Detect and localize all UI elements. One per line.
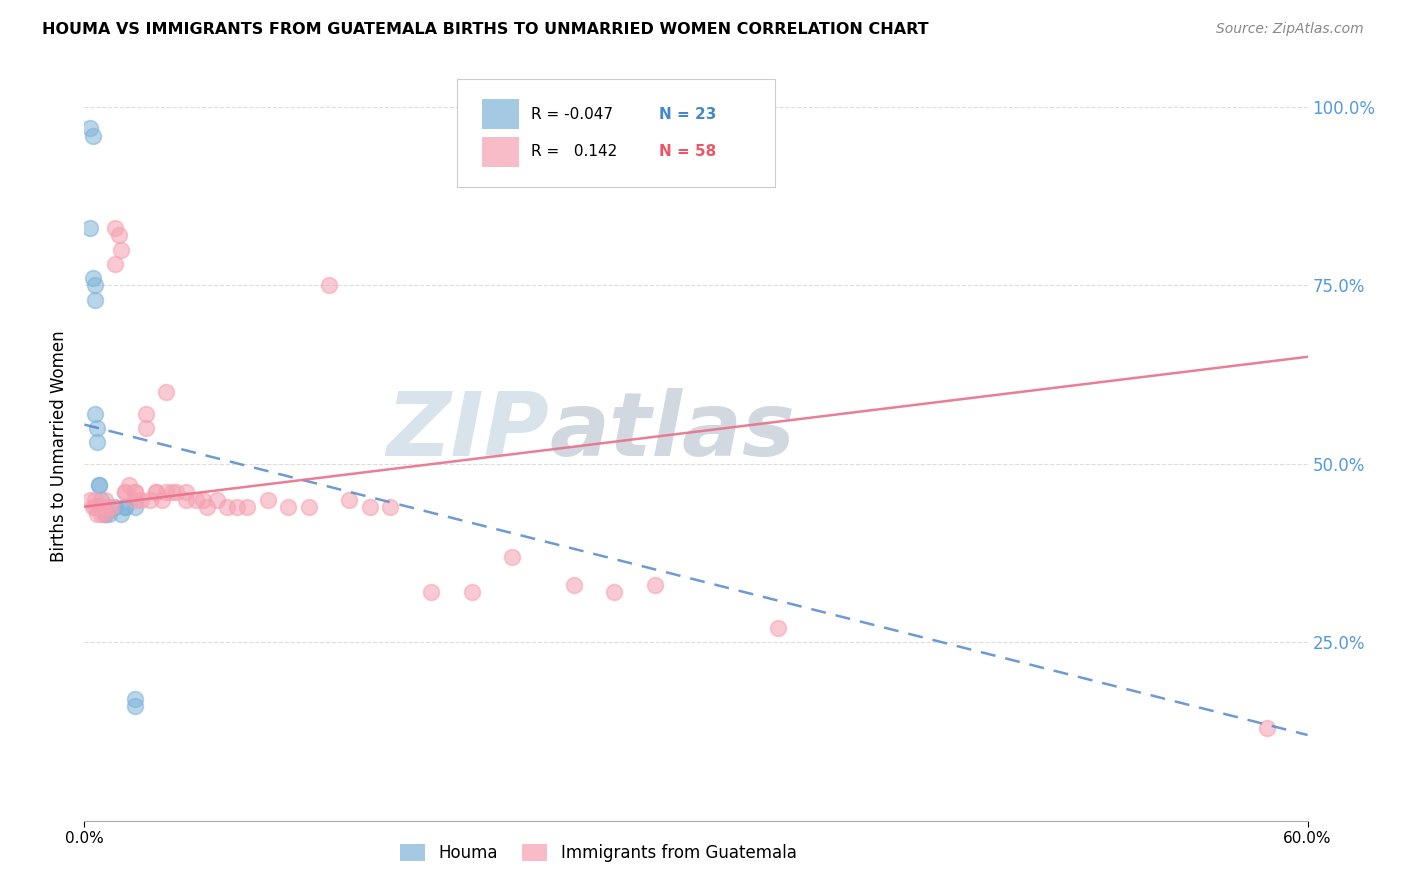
Point [97,500,120,514]
Point [110,243,132,257]
Bar [482,136,519,167]
Point [83,293,105,307]
Point [145,485,167,500]
Point [135,421,157,435]
Point [562,578,585,592]
Point [205,492,228,507]
Point [110,507,132,521]
Point [160,485,183,500]
Point [83,492,105,507]
Point [138,492,160,507]
Bar [482,99,519,129]
Point [124,699,146,714]
Text: R =   0.142: R = 0.142 [531,144,617,159]
Point [502,549,524,564]
Point [131,492,153,507]
Point [380,500,402,514]
Point [124,492,146,507]
Y-axis label: Births to Unmarried Women: Births to Unmarried Women [51,330,69,562]
Text: atlas: atlas [550,387,794,475]
Point [90,500,112,514]
Point [603,585,626,599]
Point [104,500,127,514]
Legend: Houma, Immigrants from Guatemala: Houma, Immigrants from Guatemala [392,837,803,869]
Point [86,507,108,521]
Point [339,492,361,507]
Point [277,500,299,514]
Point [90,500,112,514]
Point [124,485,146,500]
Point [191,492,214,507]
Point [359,500,381,514]
Point [155,485,177,500]
Text: Source: ZipAtlas.com: Source: ZipAtlas.com [1216,22,1364,37]
Point [195,500,218,514]
Point [217,500,239,514]
Point [90,492,112,507]
Point [93,507,115,521]
Point [114,500,136,514]
Point [82,128,104,143]
FancyBboxPatch shape [457,78,776,187]
Point [91,500,114,514]
Point [79,121,101,136]
Point [87,500,110,514]
Point [174,492,197,507]
Point [236,500,259,514]
Point [114,485,136,500]
Point [93,492,115,507]
Text: N = 58: N = 58 [659,144,717,159]
Point [79,492,101,507]
Point [82,500,104,514]
Point [82,271,104,285]
Point [165,485,187,500]
Point [766,621,789,635]
Point [104,257,127,271]
Point [420,585,443,599]
Point [79,221,101,235]
Point [100,500,122,514]
Point [114,500,136,514]
Point [155,385,177,400]
Point [124,485,146,500]
Point [1256,721,1278,735]
Point [118,478,141,492]
Point [145,485,167,500]
Point [93,507,115,521]
Point [135,407,157,421]
Point [644,578,666,592]
Point [83,500,105,514]
Point [124,500,146,514]
Text: N = 23: N = 23 [659,106,717,121]
Point [87,478,110,492]
Text: HOUMA VS IMMIGRANTS FROM GUATEMALA BIRTHS TO UNMARRIED WOMEN CORRELATION CHART: HOUMA VS IMMIGRANTS FROM GUATEMALA BIRTH… [42,22,929,37]
Point [298,500,321,514]
Text: ZIP: ZIP [387,387,550,475]
Point [86,421,108,435]
Point [318,278,340,293]
Text: R = -0.047: R = -0.047 [531,106,613,121]
Point [124,692,146,706]
Point [461,585,484,599]
Point [104,221,127,235]
Point [108,228,131,243]
Point [186,492,208,507]
Point [257,492,280,507]
Point [86,435,108,450]
Point [83,407,105,421]
Point [93,507,115,521]
Point [83,278,105,293]
Point [150,492,173,507]
Point [114,485,136,500]
Point [174,485,197,500]
Point [90,507,112,521]
Point [87,478,110,492]
Point [226,500,249,514]
Point [97,507,120,521]
